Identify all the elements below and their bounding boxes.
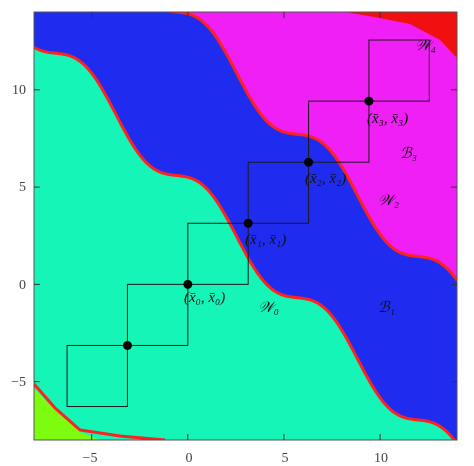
orbit-box — [247, 161, 310, 224]
point-label-0: (x̄₀, x̄₀) — [184, 290, 225, 306]
region-label-b1: ℬ₁ — [378, 300, 395, 316]
orbit-box — [368, 39, 430, 102]
orbit-points — [122, 96, 374, 350]
region-label-w2: 𝒲₂ — [378, 193, 399, 209]
y-tick-label: 0 — [19, 278, 26, 293]
region-label-w4: 𝒲₄ — [415, 38, 436, 54]
orbit-box — [66, 344, 128, 408]
x-tick-label: 10 — [374, 451, 388, 466]
region-label-w0: 𝒲₀ — [258, 300, 279, 316]
basin-upper-region — [34, 12, 457, 281]
plot-frame — [33, 11, 458, 441]
region-label-b3: ℬ₃ — [400, 146, 417, 162]
boundary-upper — [165, 12, 457, 282]
basin-top-corner-region — [345, 12, 457, 58]
orbit-point — [364, 96, 374, 106]
boundary-bottom-corner — [34, 383, 166, 440]
y-tick-label: 5 — [19, 180, 26, 195]
axis-ticks — [34, 12, 457, 440]
orbit-point — [122, 340, 132, 350]
orbit-staircase — [66, 39, 430, 408]
orbit-box — [126, 283, 189, 346]
basin-bottom-corner-region — [34, 388, 100, 440]
orbit-point — [304, 157, 314, 167]
y-tick-label: 10 — [12, 83, 26, 98]
boundary-lower — [34, 45, 457, 440]
point-label-2: (x̄₂, x̄₂) — [305, 171, 346, 187]
x-tick-label: −5 — [83, 451, 98, 466]
y-tick-label: −5 — [11, 375, 26, 390]
orbit-point — [183, 279, 193, 289]
orbit-box — [187, 222, 249, 285]
point-label-1: (x̄₁, x̄₁) — [245, 232, 286, 248]
orbit-point — [243, 218, 253, 228]
x-tick-label: 5 — [282, 451, 289, 466]
orbit-box — [308, 100, 370, 163]
x-tick-label: 0 — [186, 451, 193, 466]
point-label-3: (x̄₃, x̄₃) — [367, 111, 408, 127]
